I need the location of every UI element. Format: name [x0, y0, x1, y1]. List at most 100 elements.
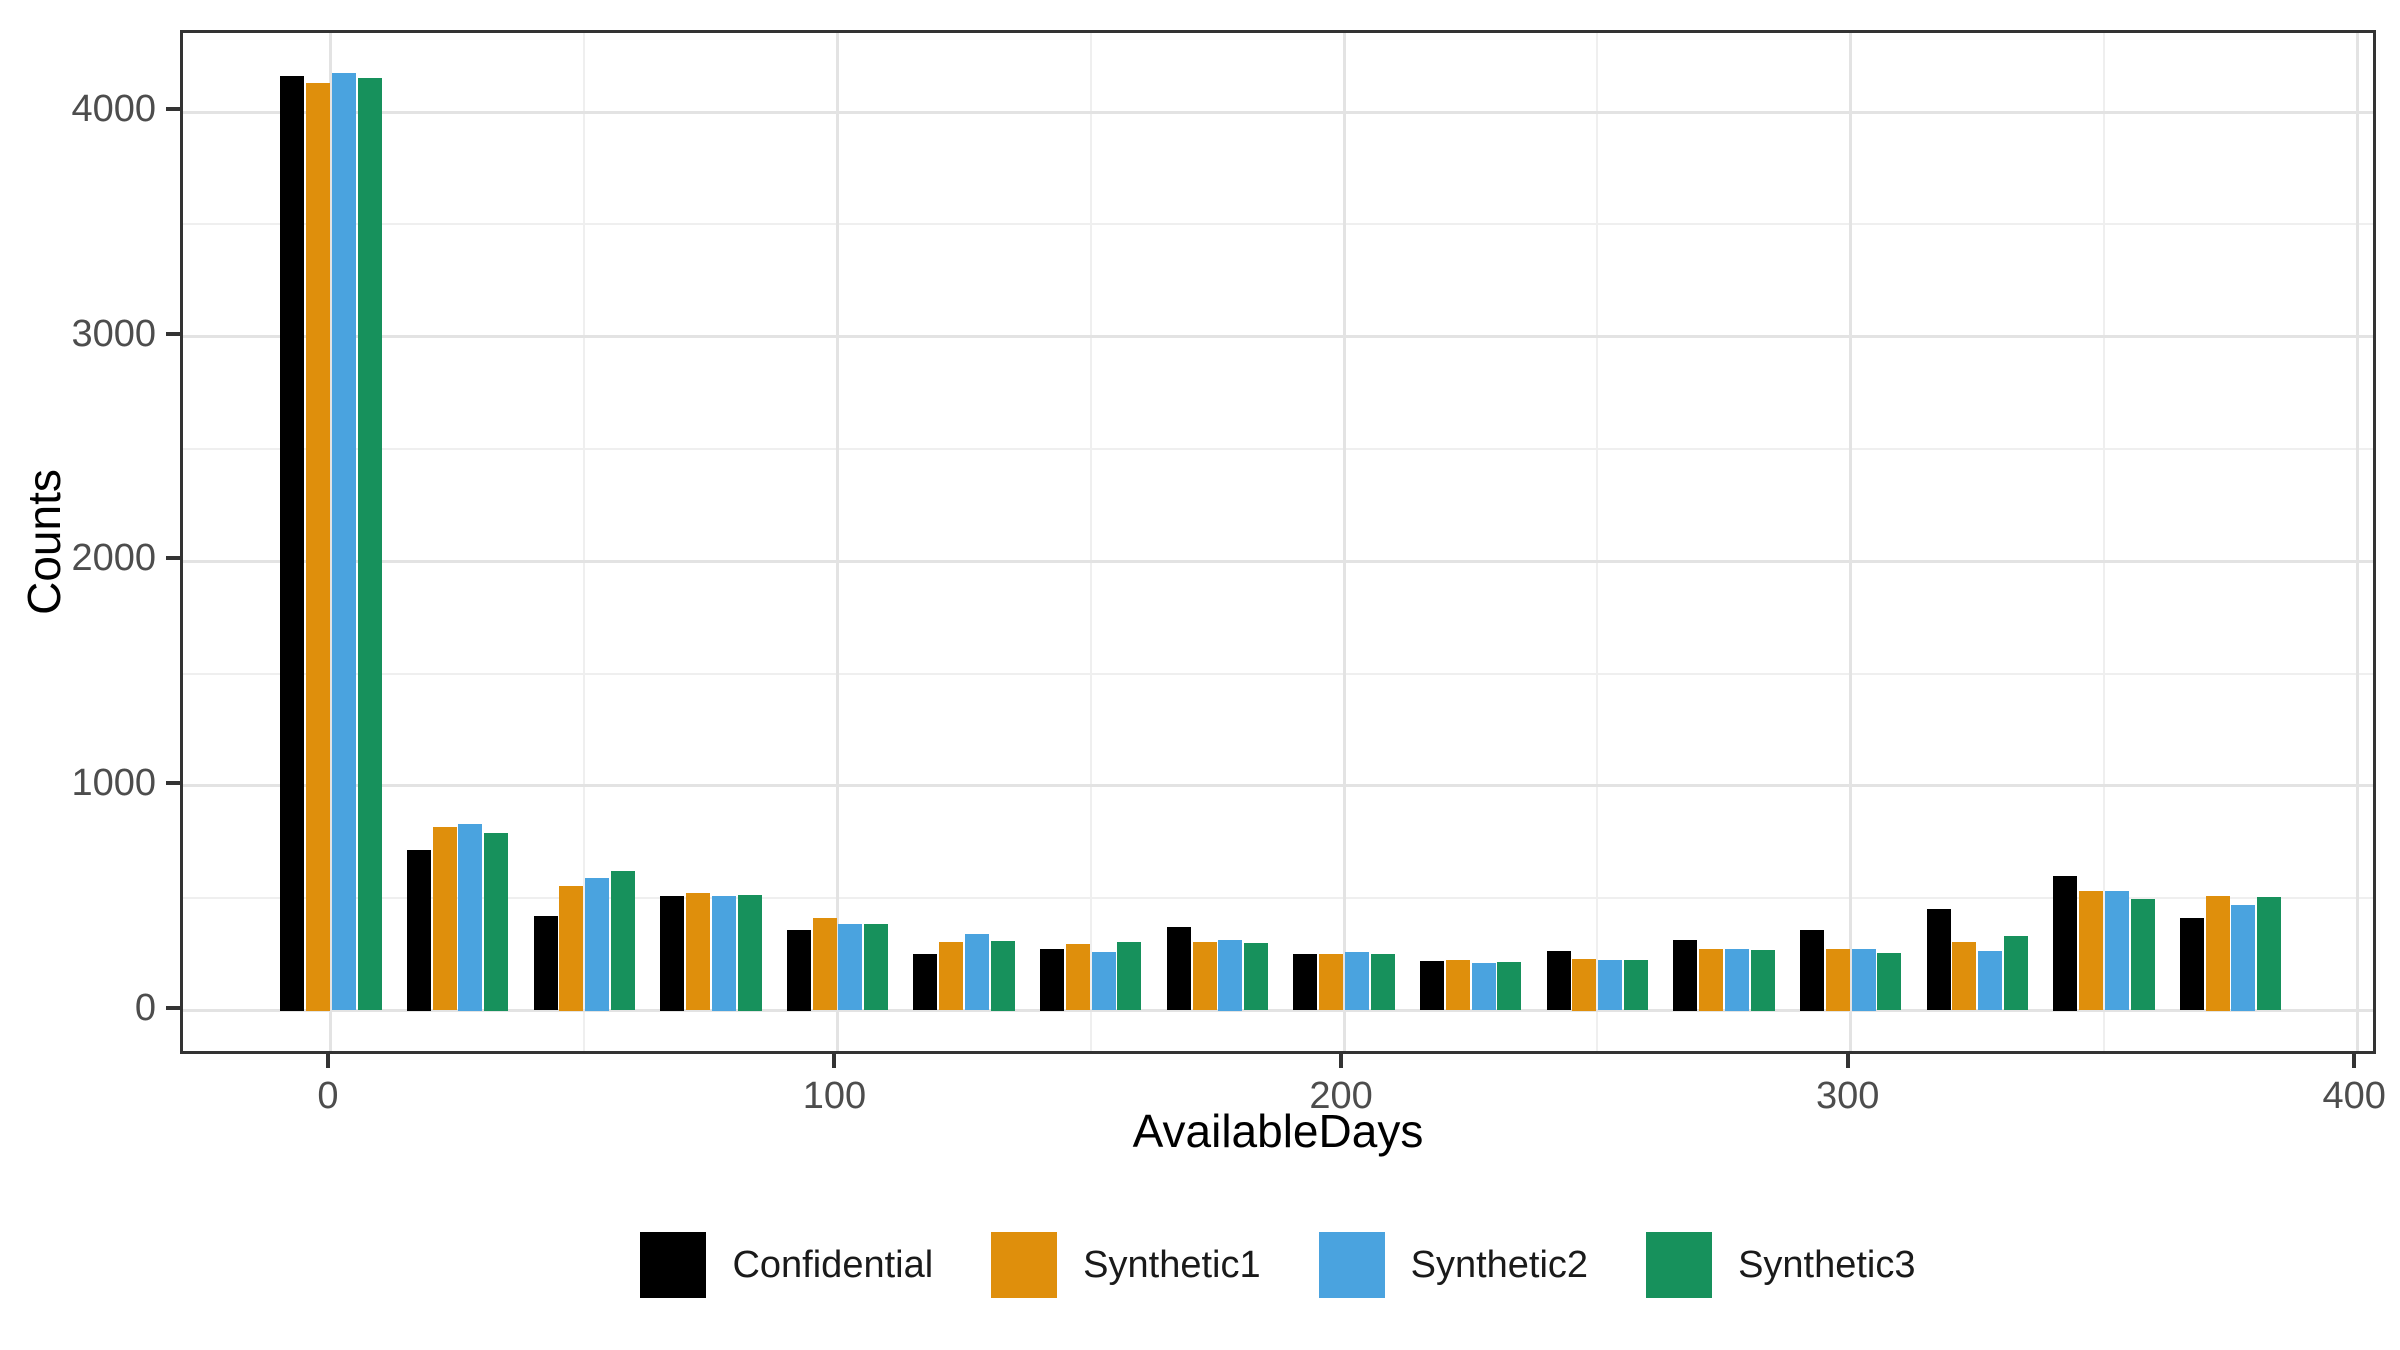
bar-synthetic3-50	[610, 871, 635, 1011]
bar-synthetic1-150	[1065, 944, 1090, 1011]
bar-synthetic1-50	[559, 885, 584, 1011]
bar-synthetic3-175	[1244, 943, 1269, 1011]
x-tick-200	[1339, 1054, 1344, 1068]
bar-synthetic3-225	[1497, 962, 1522, 1011]
gridline-y-minor-500	[183, 897, 2373, 900]
bar-synthetic3-200	[1370, 954, 1395, 1011]
gridline-x-minor-150	[1089, 33, 1092, 1051]
bar-synthetic1-200	[1319, 954, 1344, 1011]
bar-synthetic1-350	[2079, 891, 2104, 1011]
bar-confidential-25	[406, 849, 431, 1011]
bar-confidential-75	[660, 895, 685, 1011]
bar-confidential-275	[1673, 939, 1698, 1011]
bar-synthetic3-75	[737, 894, 762, 1011]
bar-synthetic2-175	[1218, 939, 1243, 1011]
gridline-x-100	[835, 33, 839, 1051]
bar-synthetic1-25	[432, 827, 457, 1011]
bar-synthetic1-275	[1699, 948, 1724, 1011]
gridline-x-200	[1342, 33, 1346, 1051]
legend-label-synthetic1: Synthetic1	[1083, 1244, 1261, 1286]
gridline-y-3000	[183, 335, 2373, 339]
legend-item-synthetic2: Synthetic2	[1318, 1232, 1589, 1298]
bar-synthetic1-0	[306, 82, 331, 1011]
bar-confidential-325	[1926, 909, 1951, 1011]
gridline-y-minor-3500	[183, 223, 2373, 226]
x-tick-label-0: 0	[317, 1075, 339, 1117]
x-tick-label-400: 400	[2322, 1075, 2386, 1117]
bar-synthetic2-350	[2104, 891, 2129, 1011]
bar-synthetic2-250	[1598, 959, 1623, 1011]
gridline-x-minor-250	[1596, 33, 1599, 1051]
bar-synthetic1-375	[2205, 895, 2230, 1011]
bar-synthetic3-350	[2130, 899, 2155, 1011]
x-tick-label-300: 300	[1815, 1075, 1880, 1117]
legend-label-synthetic2: Synthetic2	[1410, 1244, 1589, 1286]
bar-synthetic2-100	[838, 924, 863, 1011]
x-tick-300	[1845, 1054, 1850, 1068]
bar-synthetic1-225	[1445, 959, 1470, 1011]
y-tick-1000	[166, 780, 180, 785]
bar-synthetic2-0	[331, 72, 356, 1011]
bar-synthetic2-325	[1978, 950, 2003, 1011]
bar-synthetic1-100	[812, 918, 837, 1011]
bar-confidential-300	[1799, 929, 1824, 1011]
bar-confidential-0	[280, 76, 305, 1011]
plot-panel	[180, 30, 2376, 1054]
bar-synthetic1-125	[939, 941, 964, 1011]
bar-synthetic2-25	[458, 824, 483, 1011]
y-tick-label-0: 0	[134, 986, 156, 1029]
x-axis-title: AvailableDays	[1132, 1105, 1424, 1157]
bar-confidential-125	[913, 954, 938, 1011]
legend: Confidential Synthetic1 Synthetic2 Syntheti…	[180, 1232, 2376, 1298]
gridline-x-400	[2355, 33, 2359, 1051]
x-tick-400	[2352, 1054, 2357, 1068]
bar-synthetic2-125	[965, 934, 990, 1011]
y-tick-3000	[166, 331, 180, 336]
gridline-x-minor-50	[583, 33, 586, 1051]
bar-confidential-100	[786, 929, 811, 1011]
y-tick-0	[166, 1005, 180, 1010]
bar-synthetic3-275	[1750, 949, 1775, 1011]
y-axis-title: Counts	[18, 469, 70, 615]
legend-swatch-synthetic3	[1646, 1232, 1713, 1298]
bar-synthetic1-250	[1572, 958, 1597, 1011]
bar-synthetic1-75	[685, 892, 710, 1011]
bar-synthetic3-250	[1624, 959, 1649, 1011]
gridline-y-1000	[183, 784, 2373, 788]
legend-swatch-synthetic2	[1318, 1232, 1385, 1298]
y-tick-4000	[166, 107, 180, 112]
bar-confidential-50	[533, 916, 558, 1011]
bar-synthetic2-150	[1091, 952, 1116, 1011]
legend-swatch-synthetic1	[991, 1232, 1058, 1298]
bar-synthetic1-325	[1952, 941, 1977, 1011]
x-tick-label-200: 200	[1309, 1075, 1373, 1117]
bar-synthetic3-325	[2003, 936, 2028, 1011]
legend-item-confidential: Confidential	[640, 1232, 933, 1298]
y-tick-label-1000: 1000	[71, 761, 156, 804]
bar-synthetic3-300	[1877, 953, 1902, 1011]
legend-item-synthetic1: Synthetic1	[991, 1232, 1261, 1298]
bar-synthetic3-125	[990, 940, 1015, 1011]
x-tick-label-100: 100	[802, 1075, 867, 1117]
gridline-y-4000	[183, 110, 2373, 114]
bar-confidential-150	[1040, 948, 1065, 1011]
gridline-y-minor-1500	[183, 672, 2373, 675]
bar-confidential-350	[2053, 875, 2078, 1011]
bar-synthetic2-225	[1471, 963, 1496, 1011]
bar-synthetic1-175	[1192, 941, 1217, 1011]
bar-synthetic2-75	[711, 895, 736, 1011]
gridline-x-0	[329, 33, 333, 1051]
bar-synthetic2-300	[1851, 948, 1876, 1011]
bar-synthetic3-0	[357, 78, 382, 1011]
bar-synthetic2-50	[585, 877, 610, 1011]
y-tick-label-2000: 2000	[71, 537, 156, 580]
bar-confidential-250	[1546, 950, 1571, 1011]
bar-confidential-225	[1420, 961, 1444, 1011]
bar-confidential-175	[1166, 927, 1191, 1011]
gridline-y-minor-2500	[183, 447, 2373, 450]
gridline-x-300	[1849, 33, 1853, 1051]
y-tick-label-3000: 3000	[71, 312, 156, 355]
y-tick-label-4000: 4000	[71, 88, 156, 131]
bar-synthetic3-100	[864, 924, 889, 1011]
bar-synthetic2-275	[1724, 948, 1749, 1011]
